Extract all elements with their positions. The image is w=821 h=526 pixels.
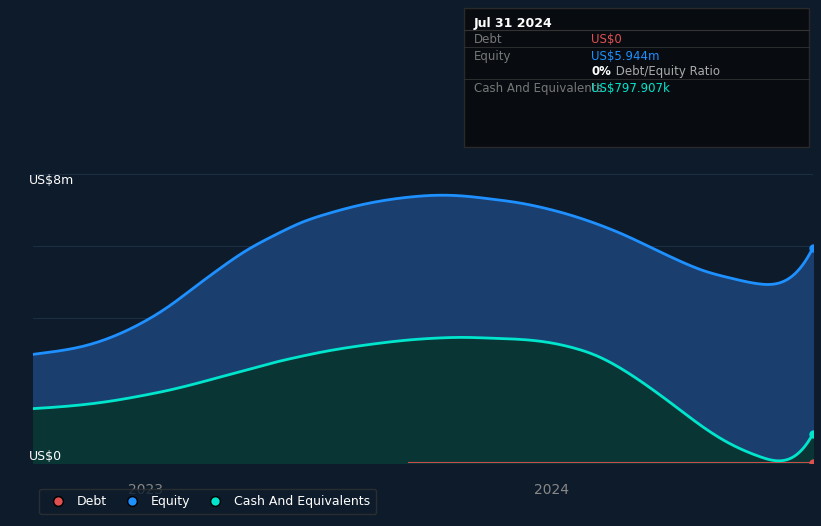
Text: Jul 31 2024: Jul 31 2024: [474, 17, 553, 31]
Text: US$5.944m: US$5.944m: [591, 50, 659, 63]
Legend: Debt, Equity, Cash And Equivalents: Debt, Equity, Cash And Equivalents: [39, 489, 376, 514]
Text: US$0: US$0: [29, 450, 62, 463]
Text: Equity: Equity: [474, 50, 511, 63]
Text: 0%: 0%: [591, 65, 611, 78]
Text: 2023: 2023: [128, 483, 163, 497]
Text: US$8m: US$8m: [29, 174, 74, 187]
Text: Debt/Equity Ratio: Debt/Equity Ratio: [612, 65, 720, 78]
Text: US$797.907k: US$797.907k: [591, 82, 670, 95]
Text: 2024: 2024: [534, 483, 569, 497]
Text: Cash And Equivalents: Cash And Equivalents: [474, 82, 603, 95]
Text: US$0: US$0: [591, 33, 621, 46]
Text: Debt: Debt: [474, 33, 502, 46]
